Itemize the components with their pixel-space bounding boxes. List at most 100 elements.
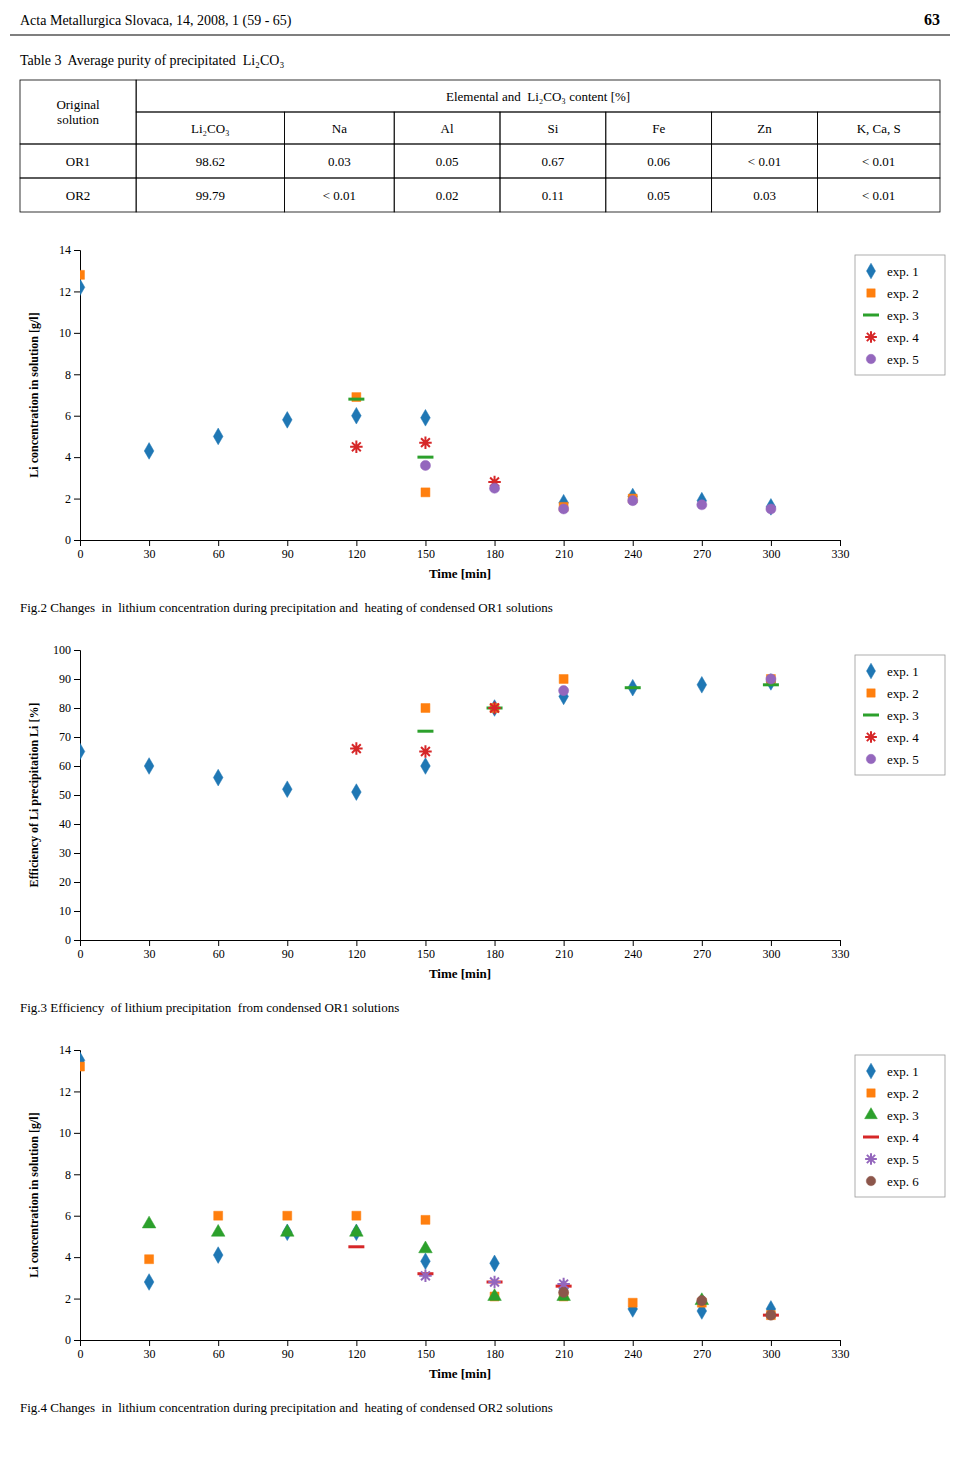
tick: 2: [65, 1292, 80, 1306]
series: [80, 1052, 776, 1319]
table-cell: [20, 178, 136, 212]
page-title: Acta Metallurgica Slovaca, 14, 2008, 1 (…: [20, 13, 292, 29]
legend-label: exp. 3: [887, 1108, 919, 1123]
tick-mark: [74, 824, 80, 825]
tick: 150: [417, 1340, 435, 1361]
tick-label: 120: [348, 1347, 366, 1361]
tick-mark: [702, 940, 703, 946]
tick-mark: [356, 540, 357, 546]
series: [559, 674, 776, 696]
axis-line: [81, 941, 841, 947]
table-text: < 0.01: [862, 188, 895, 203]
point: [80, 279, 85, 296]
tick-label: 120: [348, 547, 366, 561]
tick: 14: [59, 243, 80, 257]
tick-mark: [702, 540, 703, 546]
table-text: Na: [332, 121, 347, 136]
table-cell: [285, 112, 395, 144]
tick-label: 210: [555, 547, 573, 561]
tick-mark: [840, 540, 841, 546]
tick-mark: [495, 540, 496, 546]
tick-mark: [74, 911, 80, 912]
tick: 10: [59, 904, 80, 918]
tick: 60: [59, 759, 80, 773]
point: [80, 743, 85, 760]
legend-symbol: [866, 1176, 875, 1185]
tick-label: 180: [486, 947, 504, 961]
tick-mark: [633, 540, 634, 546]
tick: 210: [555, 940, 573, 961]
legend-label: exp. 2: [887, 686, 919, 701]
point: [766, 504, 776, 514]
table-cell: [712, 178, 818, 212]
tick-label: 0: [78, 947, 84, 961]
tick: 0: [65, 533, 80, 547]
x-axis: 0306090120150180210240270300330: [78, 1340, 850, 1361]
tick-mark: [425, 1340, 426, 1346]
tick-label: 10: [59, 904, 71, 918]
tick: 8: [65, 368, 80, 382]
point: [489, 483, 499, 493]
tick-mark: [74, 737, 80, 738]
tick-mark: [74, 1340, 80, 1341]
point: [421, 1253, 431, 1270]
point: [628, 1298, 637, 1307]
point: [488, 702, 501, 715]
table-text: 98.62: [196, 154, 225, 169]
y-axis-title: Li concentration in solution [g/l]: [27, 312, 41, 477]
x-axis-title: Time [min]: [429, 1366, 491, 1381]
tick-mark: [74, 291, 80, 292]
tick-mark: [287, 540, 288, 546]
tick-mark: [74, 1133, 80, 1134]
tick-label: 12: [59, 1085, 71, 1099]
tick-mark: [74, 374, 80, 375]
point: [417, 456, 433, 459]
tick: 0: [78, 1340, 84, 1361]
point: [142, 1216, 156, 1228]
point: [421, 704, 430, 713]
tick: 210: [555, 1340, 573, 1361]
tick-label: 270: [693, 1347, 711, 1361]
table-text: Elemental and Li₂CO₃ content [%]: [446, 89, 630, 104]
table-text: 0.05: [436, 154, 459, 169]
plot-area: [80, 1052, 779, 1320]
tick: 300: [762, 1340, 780, 1361]
legend-symbol: [867, 663, 876, 679]
point: [282, 781, 292, 798]
tick-mark: [74, 940, 80, 941]
legend-symbol: [865, 1108, 878, 1119]
legend-label: exp. 4: [887, 1130, 919, 1145]
tick: 270: [693, 940, 711, 961]
tick-label: 150: [417, 547, 435, 561]
point: [419, 745, 432, 758]
tick-label: 10: [59, 1126, 71, 1140]
table-cell: [606, 112, 712, 144]
point: [488, 1289, 502, 1301]
tick-label: 2: [65, 492, 71, 506]
table-cell: [136, 178, 284, 212]
legend-label: exp. 2: [887, 1086, 919, 1101]
tick: 12: [59, 285, 80, 299]
tick: 40: [59, 817, 80, 831]
tick-label: 4: [65, 1250, 71, 1264]
tick: 180: [486, 540, 504, 561]
legend-symbol: [866, 354, 875, 363]
tick: 330: [832, 540, 850, 561]
y-axis: 02468101214: [59, 1043, 81, 1347]
x-axis-title: Time [min]: [429, 566, 491, 581]
legend-label: exp. 3: [887, 308, 919, 323]
legend-box: [855, 255, 945, 375]
series: [348, 399, 433, 457]
tick: 10: [59, 1126, 80, 1140]
tick: 240: [624, 940, 642, 961]
tick-label: 0: [78, 1347, 84, 1361]
table-cell: [285, 144, 395, 178]
legend-symbol: [865, 331, 877, 343]
legend-label: exp. 2: [887, 286, 919, 301]
tick: 80: [59, 701, 80, 715]
point: [697, 500, 707, 510]
table-cell: [394, 112, 500, 144]
legend: exp. 1exp. 2exp. 3exp. 4exp. 5exp. 6: [855, 1055, 945, 1197]
page: Acta Metallurgica Slovaca, 14, 2008, 1 (…: [0, 0, 960, 1478]
tick-label: 330: [832, 1347, 850, 1361]
